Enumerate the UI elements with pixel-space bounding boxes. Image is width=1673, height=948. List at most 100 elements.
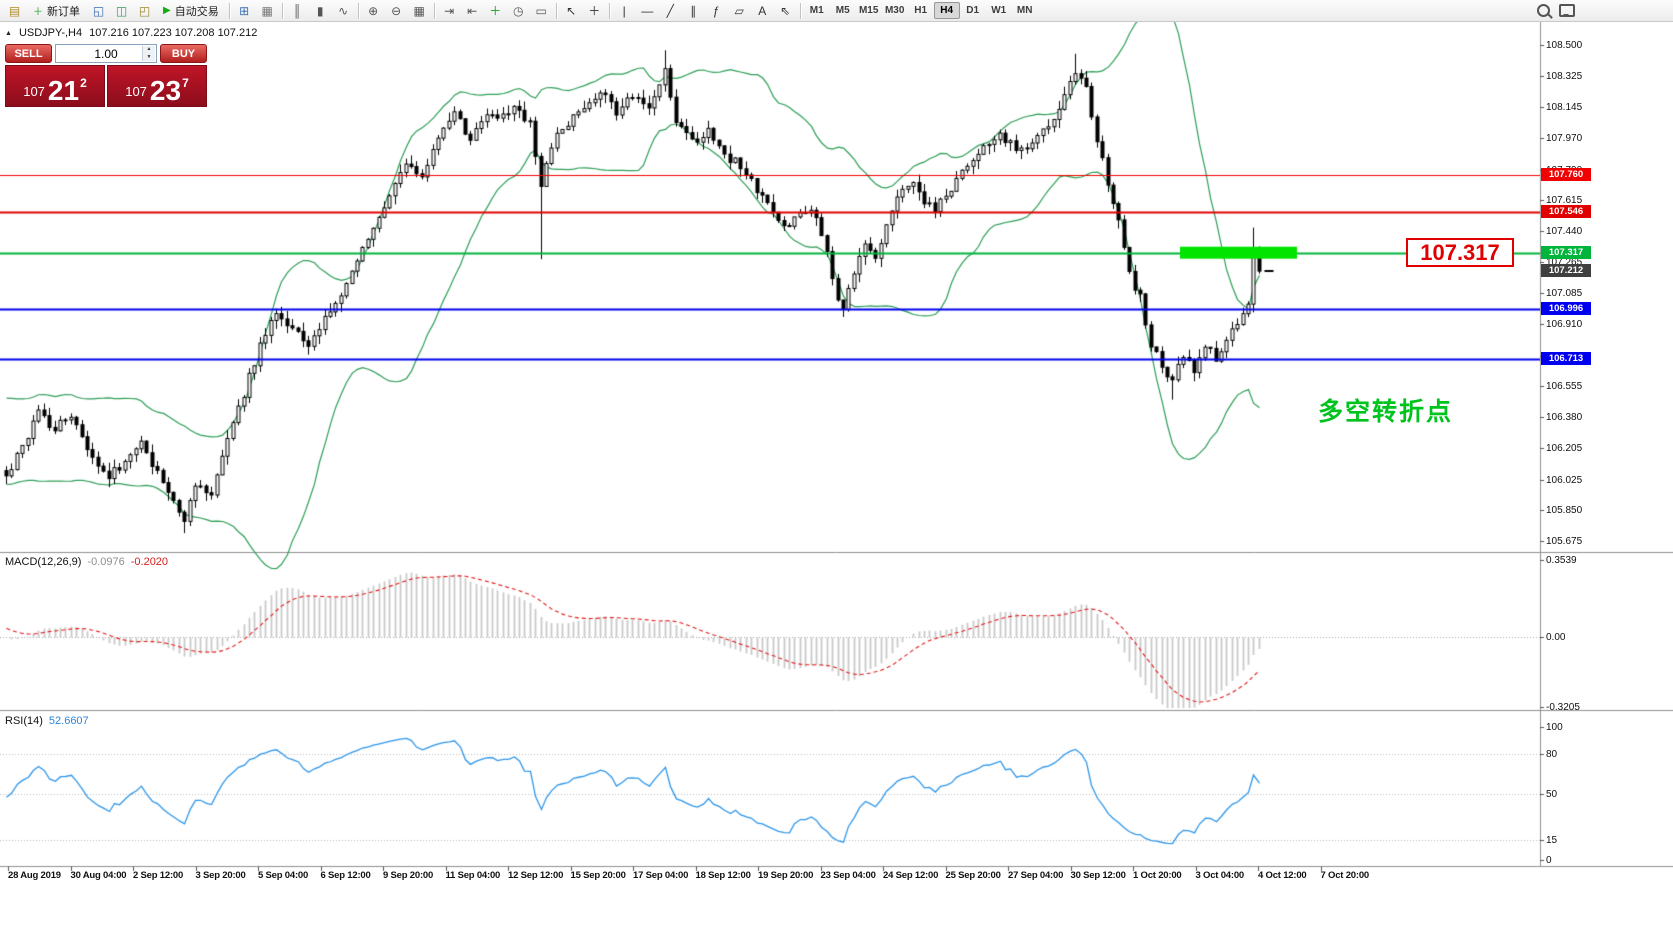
new-order-button[interactable]: ＋ 新订单 xyxy=(26,2,87,20)
autotrade-button[interactable]: ▶ 自动交易 xyxy=(156,2,226,20)
volume-value: 1.00 xyxy=(94,46,118,61)
text-icon[interactable]: A xyxy=(751,2,774,20)
sell-pips: 21 xyxy=(47,75,80,107)
current-price-tag: 107.212 xyxy=(1541,264,1591,277)
data-window-icon[interactable]: ◫ xyxy=(110,2,133,20)
date-axis-label: 9 Sep 20:00 xyxy=(383,870,434,881)
date-axis-label: 24 Sep 12:00 xyxy=(883,870,939,881)
timeframe-mn[interactable]: MN xyxy=(1012,2,1038,19)
sell-price-panel[interactable]: 107 21 2 xyxy=(5,65,105,107)
search-icon[interactable] xyxy=(1532,2,1555,20)
volume-up-button[interactable]: ▲ xyxy=(143,46,155,54)
arrows-icon[interactable]: ⇖ xyxy=(774,2,797,20)
templates-icon[interactable]: ▭ xyxy=(530,2,553,20)
buy-button[interactable]: BUY xyxy=(160,44,207,63)
volume-down-button[interactable]: ▼ xyxy=(143,53,155,61)
fibonacci-icon[interactable]: ƒ xyxy=(705,2,728,20)
new-order-button-label: 新订单 xyxy=(47,5,80,18)
price-axis-label: 106.205 xyxy=(1546,442,1583,454)
price-axis-label: 106.025 xyxy=(1546,474,1583,486)
price-axis-label: 107.440 xyxy=(1546,226,1583,238)
date-axis-label: 3 Sep 20:00 xyxy=(195,870,246,881)
search-icon xyxy=(1537,4,1550,17)
auto-scroll-icon[interactable]: ⇥ xyxy=(438,2,461,20)
ohlc-values: 107.216 107.223 107.208 107.212 xyxy=(89,27,258,39)
zoom-in-icon[interactable]: ⊕ xyxy=(362,2,385,20)
chat-icon[interactable] xyxy=(1555,2,1578,20)
macd-axis-label: -0.3205 xyxy=(1546,701,1580,713)
vertical-line-icon[interactable]: | xyxy=(613,2,636,20)
candlestick-icon[interactable]: ▮ xyxy=(309,2,332,20)
toolbar-separator xyxy=(357,2,359,19)
trendline-icon[interactable]: ╱ xyxy=(659,2,682,20)
buy-pips: 23 xyxy=(149,75,182,107)
buy-pipette: 7 xyxy=(182,76,189,90)
toolbar-separator xyxy=(799,2,801,19)
cursor-icon[interactable]: ↖ xyxy=(560,2,583,20)
date-axis-label: 18 Sep 12:00 xyxy=(695,870,751,881)
price-callout[interactable]: 107.317 xyxy=(1406,238,1514,267)
rsi-title: RSI(14) 52.6607 xyxy=(5,715,89,727)
date-axis-label: 23 Sep 04:00 xyxy=(820,870,876,881)
new-chart-icon[interactable]: ⊞ xyxy=(233,2,256,20)
date-axis-label: 27 Sep 04:00 xyxy=(1008,870,1064,881)
price-axis-label: 105.850 xyxy=(1546,505,1583,517)
level-price-tag: 106.996 xyxy=(1541,302,1591,315)
timeframe-h1[interactable]: H1 xyxy=(908,2,934,19)
date-axis-label: 7 Oct 20:00 xyxy=(1320,870,1370,881)
price-axis-label: 107.085 xyxy=(1546,288,1583,300)
sell-big-figure: 107 xyxy=(23,84,45,99)
date-axis-label: 11 Sep 04:00 xyxy=(445,870,501,881)
bar-chart-icon[interactable]: ║ xyxy=(286,2,309,20)
toolbar-separator xyxy=(555,2,557,19)
date-axis-label: 30 Aug 04:00 xyxy=(70,870,127,881)
price-axis-label: 107.970 xyxy=(1546,133,1583,145)
buy-big-figure: 107 xyxy=(125,84,147,99)
symbol-period-label: USDJPY-,H4 xyxy=(18,27,83,39)
timeframe-m15[interactable]: M15 xyxy=(856,2,882,19)
timeframe-w1[interactable]: W1 xyxy=(986,2,1012,19)
timeframe-m5[interactable]: M5 xyxy=(830,2,856,19)
channel-icon[interactable]: ∥ xyxy=(682,2,705,20)
zoom-out-icon[interactable]: ⊖ xyxy=(385,2,408,20)
horizontal-line-icon[interactable]: — xyxy=(636,2,659,20)
level-price-tag: 107.546 xyxy=(1541,205,1591,218)
macd-title: MACD(12,26,9) -0.0976 -0.2020 xyxy=(5,556,168,568)
timeframe-m30[interactable]: M30 xyxy=(882,2,908,19)
chart-shift-icon[interactable]: ⇤ xyxy=(461,2,484,20)
timeframe-d1[interactable]: D1 xyxy=(960,2,986,19)
autotrade-button-label: 自动交易 xyxy=(174,5,219,18)
profiles-icon[interactable]: ▦ xyxy=(256,2,279,20)
price-axis-label: 106.380 xyxy=(1546,412,1583,424)
crosshair-icon[interactable]: ＋ xyxy=(583,2,606,20)
chart-window-icon[interactable]: ▤ xyxy=(3,2,26,20)
collapse-arrow-icon[interactable]: ▲ xyxy=(5,29,12,37)
macd-signal-value: -0.2020 xyxy=(130,556,169,568)
tile-windows-icon[interactable]: ▦ xyxy=(408,2,431,20)
volume-spinner: ▲ ▼ xyxy=(142,46,155,61)
chart-title: ▲ USDJPY-,H4 107.216 107.223 107.208 107… xyxy=(5,27,257,39)
one-click-top-row: SELL 1.00 ▲ ▼ BUY xyxy=(5,44,207,63)
toolbar: ▤ ＋新订单 ◱ ◫ ◰ ▶ 自动交易 ⊞ ▦ ║ ▮ ∿ ⊕ ⊖ ▦ ⇥ ⇤ ＋ ◷ ▭ ↖ ＋ | — ╱ ∥ ƒ ▱ A ⇖ M1 M5… xyxy=(0,0,1673,22)
sell-button[interactable]: SELL xyxy=(5,44,52,63)
shapes-icon[interactable]: ▱ xyxy=(728,2,751,20)
indicators-icon[interactable]: ＋ xyxy=(484,2,507,20)
price-axis-label: 107.265 xyxy=(1546,256,1583,268)
buy-price-panel[interactable]: 107 23 7 xyxy=(107,65,207,107)
toolbar-separator xyxy=(433,2,435,19)
periods-icon[interactable]: ◷ xyxy=(507,2,530,20)
timeframe-h4[interactable]: H4 xyxy=(933,2,960,19)
rsi-axis-label: 50 xyxy=(1546,788,1558,800)
volume-field[interactable]: 1.00 ▲ ▼ xyxy=(55,44,157,63)
macd-main-value: -0.0976 xyxy=(87,556,125,568)
market-watch-icon[interactable]: ◱ xyxy=(87,2,110,20)
date-axis-label: 30 Sep 12:00 xyxy=(1070,870,1126,881)
timeframe-m1[interactable]: M1 xyxy=(804,2,830,19)
line-chart-icon[interactable]: ∿ xyxy=(332,2,355,20)
navigator-icon[interactable]: ◰ xyxy=(133,2,156,20)
level-price-tag: 107.317 xyxy=(1541,246,1591,259)
annotation-text[interactable]: 多空转折点 xyxy=(1318,398,1454,426)
date-axis-label: 2 Sep 12:00 xyxy=(133,870,184,881)
